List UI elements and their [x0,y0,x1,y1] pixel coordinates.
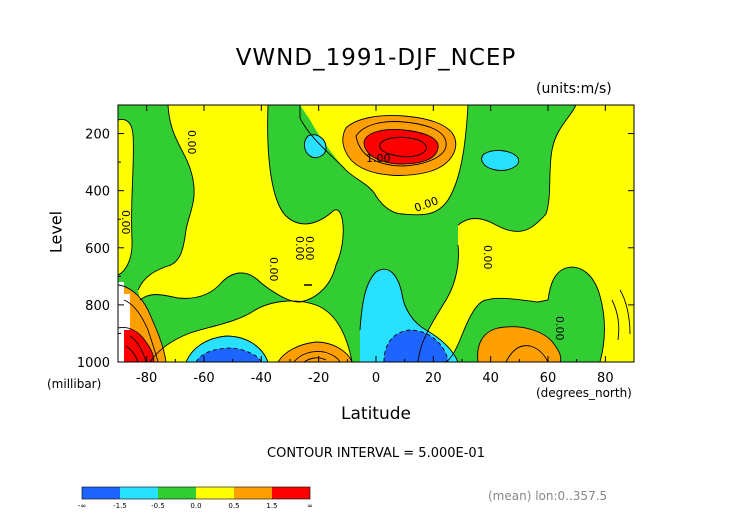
contour-value-label: 0.00 [303,236,316,261]
contour-sh-surface-c [118,327,155,362]
colorbar-tick-label: -1.5 [113,502,127,510]
contour-fill-layer [118,105,634,362]
x-tick-label: 60 [540,371,557,386]
yellow-region-sh-left [118,119,134,276]
units-label: (units:m/s) [536,81,612,97]
y-axis: 200 400 600 800 1000 [77,104,634,371]
contour-tropical-zero [299,105,469,216]
contour-jet-core [379,136,427,158]
contour-value-label: 0.00 [119,210,132,235]
colorbar-tick-label: 1.5 [266,502,277,510]
y-tick-label: 600 [85,242,110,257]
orange-region-nh-low [477,326,561,362]
x-axis: -80 -60 -40 -20 0 20 40 60 80 [117,105,635,386]
contour-nh-high-b [611,299,620,341]
yellow-region-sh-main [138,105,344,303]
y-axis-title: Level [46,210,66,254]
contour-cyan-upper-left [303,134,327,159]
contour-value-label: 0.00 [481,245,494,270]
y-tick-label: 200 [85,128,110,143]
contour-sh-surface-a [118,284,167,362]
contour-nh-orange-inner [505,345,549,362]
contour-sh-bottom-inner-b [303,357,327,362]
x-tick-label: 80 [597,371,614,386]
contour-jet-mid [355,121,447,167]
contour-cyan-upper-right [481,150,520,171]
colorbar-tick-label: 0.5 [228,502,239,510]
contour-nh-low-yellow [443,266,605,362]
colorbar-tick-label: ∞ [307,502,313,510]
contour-negative-dashed-a [383,329,449,362]
contour-sh-bottom-yellow [149,300,353,362]
colorbar-tick-label: -0.5 [151,502,165,510]
contour-nh-orange [477,326,562,362]
contour-sh-bottom-inner-a [293,351,341,362]
contour-value-label: 0.00 [553,316,566,341]
colorbar-swatch [196,487,234,499]
contour-negative-dashed-b [195,347,263,362]
cyan-region-upper-right [481,150,519,171]
contour-nh-mid [417,244,459,362]
contour-sh-bottom-orange [277,341,353,362]
missing-data-area [118,282,130,362]
y-axis-unit: (millibar) [47,377,102,391]
colorbar-tick-label: 0.0 [190,502,201,510]
contour-labels: 0.000.000.000.00 0.001.000.000.000.00 [119,130,566,341]
red-region-tropical-jet [364,129,439,164]
y-tick-label: 400 [85,185,110,200]
cyan-region-upper-left [304,134,326,158]
red-region-sh-surface [118,327,154,362]
colorbar-swatch [272,487,310,499]
colorbar-swatch [234,487,272,499]
x-tick-label: 20 [425,371,442,386]
contour-lines [118,105,631,362]
colorbar-tick-label: -∞ [78,502,86,510]
contour-value-label: 1.00 [366,152,391,165]
contour-jet-outer [342,115,457,176]
colorbar-swatch [158,487,196,499]
contour-sh-main-zero [137,105,195,291]
x-axis-title: Latitude [341,404,411,424]
contour-nh-yellow [457,105,577,232]
mean-lon-label: (mean) lon:0..357.5 [488,489,608,503]
yellow-region-nh-main [418,105,634,362]
chart-title: VWND_1991-DJF_NCEP [235,45,517,71]
contour-sh-cyan [185,335,269,362]
y-tick-label: 800 [85,299,110,314]
contour-sh-mid-zero [139,105,344,303]
colorbar-frame [81,486,311,500]
contour-jet-inner [363,129,439,165]
contour-sh-left-zero [118,119,134,276]
x-tick-label: -40 [251,371,272,386]
contour-interval-label: CONTOUR INTERVAL = 5.000E-01 [267,446,485,461]
colorbar-swatch [82,487,120,499]
blue-region-tropical-low [384,330,448,362]
blue-region-sh-low [196,348,262,362]
y-tick-label: 1000 [77,356,110,371]
contour-sh-surface-d [129,335,147,362]
contour-value-label: 0.00 [185,130,198,155]
contour-cyan-tropical [359,268,459,362]
x-tick-label: -60 [193,371,214,386]
contour-sh-surface-e [125,345,139,362]
x-axis-unit: (degrees_north) [536,386,632,400]
contour-nh-high-a [619,289,631,335]
x-tick-label: -80 [136,371,157,386]
x-tick-label: -20 [308,371,329,386]
colorbar: -∞ -1.5 -0.5 0.0 0.5 1.5 ∞ [78,486,313,510]
contour-value-label: 0.00 [267,257,280,282]
colorbar-swatch [120,487,158,499]
contour-value-label: 0.00 [293,236,306,261]
x-tick-label: 0 [372,371,380,386]
x-tick-label: 40 [482,371,499,386]
